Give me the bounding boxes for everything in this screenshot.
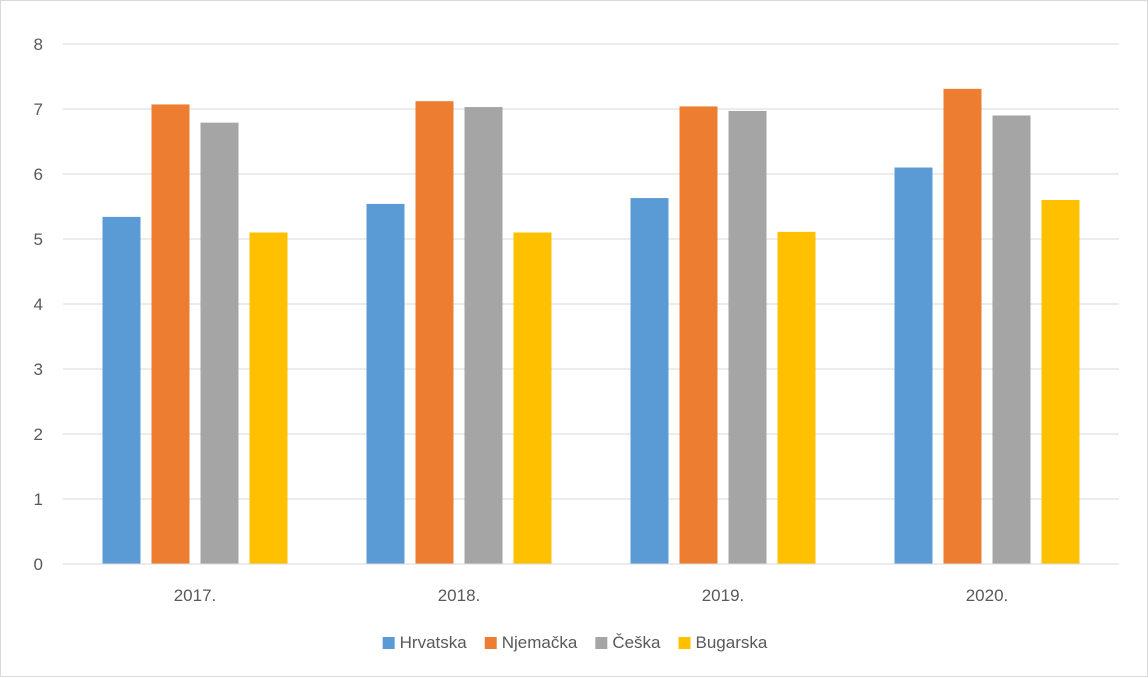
y-tick-label: 3 [34, 360, 43, 379]
legend-swatch [678, 637, 691, 649]
legend-item: Češka [595, 633, 661, 652]
bar [102, 216, 141, 564]
bar [992, 115, 1031, 564]
bar [630, 198, 669, 565]
x-tick-label: 2017. [174, 586, 217, 605]
legend-swatch [595, 637, 608, 649]
axes: 0 1 2 3 4 5 6 7 8 2017. 2018. 2019. 2020. [34, 35, 1119, 605]
x-tick-label: 2018. [438, 586, 481, 605]
bar [943, 88, 982, 564]
legend-label: Njemačka [502, 633, 578, 652]
bar [1041, 200, 1080, 564]
x-tick-label: 2020. [966, 586, 1009, 605]
y-tick-label: 8 [34, 35, 43, 54]
bar [513, 232, 552, 564]
legend-label: Češka [612, 633, 661, 652]
bar [415, 101, 454, 564]
legend-label: Bugarska [696, 633, 768, 652]
bar [777, 231, 816, 564]
y-tick-label: 4 [34, 295, 43, 314]
bar [464, 107, 503, 565]
y-tick-label: 7 [34, 100, 43, 119]
x-tick-label: 2019. [702, 586, 745, 605]
bar [728, 110, 767, 564]
bars [102, 88, 1080, 565]
bar [200, 122, 239, 565]
bar [151, 104, 190, 564]
legend-item: Bugarska [678, 633, 768, 652]
legend-item: Hrvatska [382, 633, 468, 652]
legend-item: Njemačka [484, 633, 578, 652]
y-tick-label: 2 [34, 425, 43, 444]
legend: Hrvatska Njemačka Češka Bugarska [382, 633, 768, 652]
y-tick-label: 0 [34, 555, 43, 574]
y-tick-label: 5 [34, 230, 43, 249]
legend-swatch [382, 637, 395, 649]
legend-swatch [484, 637, 497, 649]
bar [249, 232, 288, 564]
legend-label: Hrvatska [400, 633, 468, 652]
y-tick-label: 1 [34, 490, 43, 509]
bar [679, 106, 718, 565]
y-tick-label: 6 [34, 165, 43, 184]
gridlines [63, 43, 1119, 500]
bar [894, 167, 933, 564]
bar [366, 203, 405, 564]
